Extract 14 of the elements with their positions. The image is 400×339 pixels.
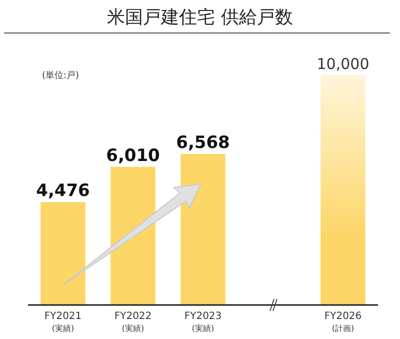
x-tick-label: FY2023 (実績) (184, 311, 222, 333)
data-label: 10,000 (316, 55, 370, 73)
x-tick-label: FY2026 (計画) (324, 311, 362, 333)
bar (40, 202, 86, 305)
data-label: 4,476 (36, 181, 90, 202)
chart-title: 米国戸建住宅 供給戸数 (107, 7, 293, 28)
bar (180, 154, 226, 305)
x-tick-label: FY2021 (実績) (44, 311, 82, 333)
data-label: 6,568 (176, 132, 230, 153)
annotation: (単位:戸) (42, 70, 80, 81)
bar (320, 75, 366, 305)
bar (110, 166, 156, 305)
data-label: 6,010 (106, 146, 160, 166)
x-tick-label: FY2022 (実績) (114, 311, 152, 333)
